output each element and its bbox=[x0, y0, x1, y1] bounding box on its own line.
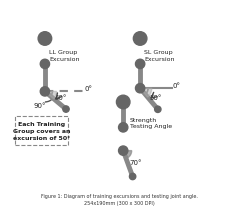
Text: 0°: 0° bbox=[84, 86, 92, 92]
Circle shape bbox=[118, 146, 128, 156]
Polygon shape bbox=[140, 89, 152, 98]
Circle shape bbox=[155, 107, 161, 113]
Text: 0°: 0° bbox=[173, 83, 181, 89]
Polygon shape bbox=[45, 92, 57, 99]
Text: Strength
Testing Angle: Strength Testing Angle bbox=[130, 117, 172, 129]
Text: 50°: 50° bbox=[150, 95, 162, 101]
Circle shape bbox=[135, 60, 145, 69]
Circle shape bbox=[38, 33, 52, 46]
Circle shape bbox=[118, 123, 128, 132]
Circle shape bbox=[40, 60, 50, 69]
Text: 70°: 70° bbox=[129, 159, 142, 165]
Circle shape bbox=[135, 84, 145, 93]
Text: SL Group
Excursion: SL Group Excursion bbox=[144, 50, 175, 61]
Polygon shape bbox=[123, 151, 132, 159]
Text: Figure 1: Diagram of training excursions and testing joint angle.
254x190mm (300: Figure 1: Diagram of training excursions… bbox=[41, 193, 197, 205]
Circle shape bbox=[129, 173, 136, 180]
Text: 90°: 90° bbox=[33, 103, 46, 109]
Circle shape bbox=[40, 87, 50, 97]
FancyBboxPatch shape bbox=[15, 116, 68, 146]
Text: 40°: 40° bbox=[55, 95, 67, 101]
Text: Each Training
Group covers an
excursion of 50°: Each Training Group covers an excursion … bbox=[13, 122, 71, 140]
Circle shape bbox=[63, 106, 69, 113]
Circle shape bbox=[133, 33, 147, 46]
Circle shape bbox=[116, 96, 130, 109]
Text: LL Group
Excursion: LL Group Excursion bbox=[49, 50, 80, 61]
